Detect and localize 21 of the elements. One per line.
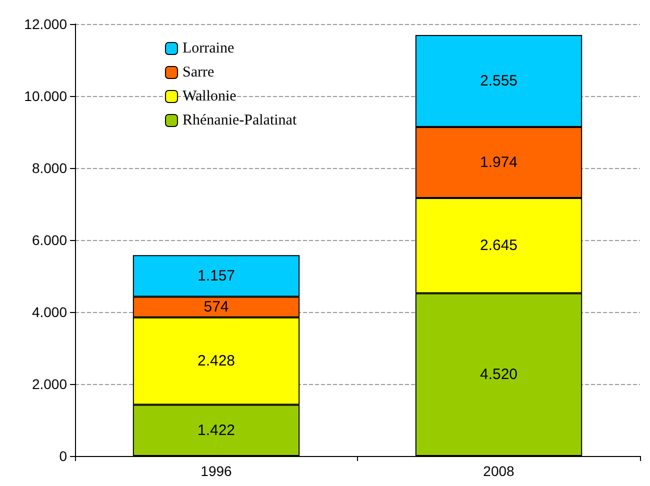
legend-label: Wallonie — [182, 88, 237, 104]
legend-label: Lorraine — [182, 40, 234, 56]
data-label: 2.645 — [480, 237, 518, 254]
y-tick-label: 10.000 — [24, 88, 68, 104]
data-label: 1.422 — [197, 422, 236, 439]
y-tick-label: 4.000 — [32, 304, 68, 320]
legend-label: Rhénanie-Palatinat — [182, 112, 298, 128]
data-label: 4.520 — [480, 366, 518, 384]
y-tick-label: 6.000 — [32, 232, 68, 248]
data-label: 2.555 — [480, 72, 518, 90]
y-tick-label: 12.000 — [24, 16, 68, 32]
x-tick-label: 1996 — [200, 463, 232, 479]
x-tick-label: 2008 — [483, 463, 515, 479]
y-tick-label: 8.000 — [32, 160, 68, 176]
data-label: 574 — [204, 298, 229, 316]
y-tick-label: 0 — [59, 448, 68, 464]
legend-label: Sarre — [182, 64, 214, 80]
data-label: 2.428 — [197, 352, 236, 370]
data-label: 1.157 — [197, 267, 236, 284]
data-label: 1.974 — [480, 154, 518, 172]
y-tick-label: 2.000 — [32, 376, 68, 392]
